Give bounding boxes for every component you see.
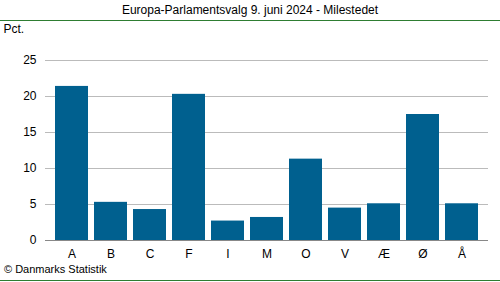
svg-text:C: C [146, 247, 155, 261]
svg-text:5: 5 [30, 197, 37, 211]
svg-text:20: 20 [23, 89, 37, 103]
svg-text:M: M [262, 247, 272, 261]
svg-text:Æ: Æ [378, 247, 390, 261]
svg-text:V: V [341, 247, 349, 261]
svg-text:F: F [185, 247, 192, 261]
html-text:Europa-Parlamentsvalg 9. juni: Europa-Parlamentsvalg 9. juni 2024 - Mil… [121, 3, 379, 17]
svg-text:A: A [68, 247, 76, 261]
svg-text:Å: Å [458, 246, 466, 261]
svg-text:25: 25 [23, 53, 37, 67]
html-text:© Danmarks Statistik: © Danmarks Statistik [4, 263, 107, 275]
svg-text:O: O [301, 247, 310, 261]
svg-text:Ø: Ø [418, 247, 427, 261]
svg-text:15: 15 [23, 125, 37, 139]
svg-text:10: 10 [23, 161, 37, 175]
svg-text:I: I [226, 247, 229, 261]
svg-text:0: 0 [30, 233, 37, 247]
svg-text:B: B [107, 247, 115, 261]
svg-text:Pct.: Pct. [4, 22, 25, 36]
